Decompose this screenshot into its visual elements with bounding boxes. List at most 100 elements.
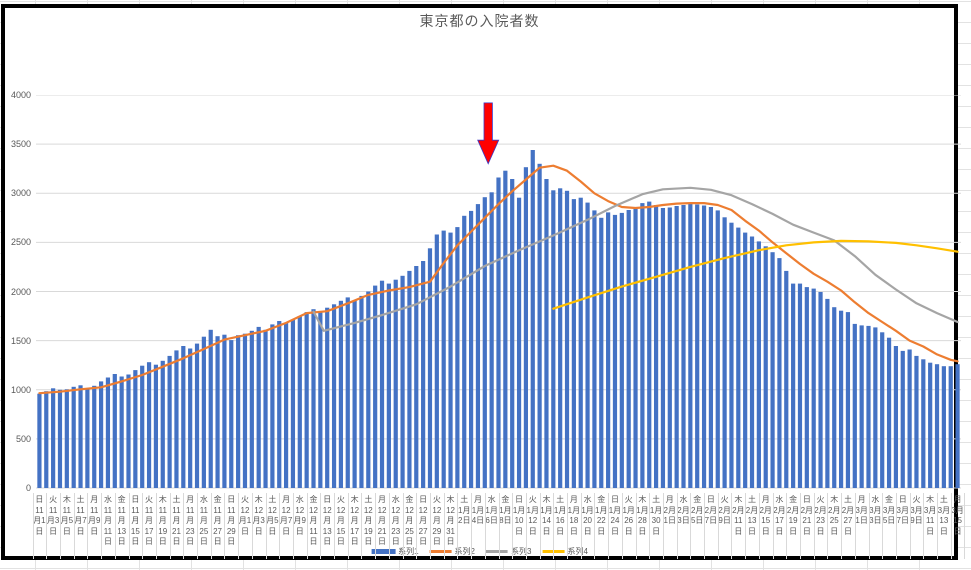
bar xyxy=(729,222,734,488)
category-separator xyxy=(388,493,390,559)
x-axis-label: 日 1月 10 日 xyxy=(512,495,526,536)
bar xyxy=(660,208,666,488)
x-axis-label: 水 3月 3日 xyxy=(869,495,882,525)
bar xyxy=(619,212,624,488)
legend-item-系列1[interactable]: 系列1 xyxy=(371,546,419,557)
bar xyxy=(784,270,789,488)
x-axis-label: 土 2月 27 日 xyxy=(841,495,855,536)
bar xyxy=(455,227,460,488)
bars-series1[interactable] xyxy=(37,150,960,489)
bar xyxy=(558,188,563,489)
category-separator xyxy=(854,493,856,559)
category-separator xyxy=(347,493,349,559)
line-series2[interactable] xyxy=(38,164,959,395)
category-separator xyxy=(813,493,815,559)
category-separator xyxy=(635,493,637,559)
category-separator xyxy=(306,493,308,559)
x-axis-label: 火 3月 9日 xyxy=(910,495,923,525)
bar xyxy=(160,360,165,488)
red-down-arrow[interactable] xyxy=(477,102,500,165)
category-separator xyxy=(443,493,445,559)
bar xyxy=(804,287,809,488)
bar xyxy=(256,326,261,488)
bar xyxy=(379,280,385,488)
x-axis-label: 月 12 月7 日 xyxy=(279,495,293,536)
category-separator xyxy=(923,493,925,559)
bar xyxy=(934,364,940,488)
x-axis-label: 水 1月 6日 xyxy=(485,495,498,525)
category-separator xyxy=(114,493,116,559)
bar xyxy=(941,366,946,488)
bar xyxy=(736,227,741,488)
bar xyxy=(599,217,604,489)
bar xyxy=(640,203,645,488)
legend-label: 系列2 xyxy=(454,547,475,556)
legend-item-系列3[interactable]: 系列3 xyxy=(486,546,531,557)
bar xyxy=(551,190,556,489)
bar xyxy=(318,312,323,488)
bar xyxy=(845,312,851,488)
category-separator xyxy=(128,493,130,559)
category-separator xyxy=(882,493,884,559)
bar xyxy=(297,316,302,488)
bar xyxy=(571,199,576,488)
category-separator xyxy=(155,493,157,559)
bar xyxy=(462,215,467,489)
bar xyxy=(743,232,748,488)
bar xyxy=(606,212,611,488)
x-axis-label: 木 11 月 19 日 xyxy=(158,495,168,546)
legend-item-系列2[interactable]: 系列2 xyxy=(429,546,475,557)
bar xyxy=(373,285,378,488)
bar xyxy=(503,170,508,488)
bar xyxy=(325,307,330,488)
category-separator xyxy=(416,493,418,559)
bar xyxy=(311,309,316,488)
line-series4[interactable] xyxy=(552,239,959,310)
category-separator xyxy=(457,493,459,559)
bar xyxy=(57,389,63,489)
x-axis-label: 金 1月 8日 xyxy=(499,495,512,525)
x-axis-label: 日 12 月 27 日 xyxy=(418,495,428,546)
bar xyxy=(886,337,892,488)
x-axis-label: 月 2月 1日 xyxy=(663,495,676,525)
bar xyxy=(414,266,419,488)
bar xyxy=(270,324,275,488)
category-separator xyxy=(937,493,939,559)
category-separator xyxy=(32,493,34,559)
x-axis-label: 日 11 月 15 日 xyxy=(130,495,140,546)
bar xyxy=(523,167,529,488)
bar xyxy=(277,321,282,488)
chart[interactable]: 東京都の入院者数 0 500 1000 1500 2000 2500 3000 3500 400… xyxy=(1,4,966,560)
bar xyxy=(818,292,823,488)
category-separator xyxy=(73,493,75,559)
legend-line-swatch xyxy=(429,550,452,553)
bar xyxy=(900,350,905,488)
bar xyxy=(468,210,474,488)
bar xyxy=(167,355,172,488)
bar xyxy=(955,364,960,488)
category-separator xyxy=(279,493,281,559)
x-axis-label: 金 11 月 27 日 xyxy=(213,495,223,546)
x-axis-label: 月 1月 4日 xyxy=(471,495,485,525)
category-separator xyxy=(292,493,294,559)
bar xyxy=(133,370,138,488)
bar xyxy=(832,307,837,488)
category-separator xyxy=(142,493,144,559)
bar xyxy=(126,374,131,488)
category-separator xyxy=(183,493,185,559)
line-series3[interactable] xyxy=(312,186,959,332)
bar xyxy=(585,202,590,488)
bar xyxy=(249,330,254,488)
x-axis-label: 土 12 月 19 日 xyxy=(363,495,373,546)
category-separator xyxy=(471,493,473,559)
x-axis-label: 火 11 月3 日 xyxy=(46,495,60,536)
category-separator xyxy=(361,493,363,559)
bar xyxy=(345,297,350,488)
x-axis-label: 木 1月 14 日 xyxy=(540,495,553,536)
bar xyxy=(482,197,487,488)
bar xyxy=(893,346,899,488)
bar xyxy=(838,310,844,488)
bar xyxy=(427,248,433,488)
legend-label: 系列4 xyxy=(567,547,588,556)
bar xyxy=(516,197,522,488)
